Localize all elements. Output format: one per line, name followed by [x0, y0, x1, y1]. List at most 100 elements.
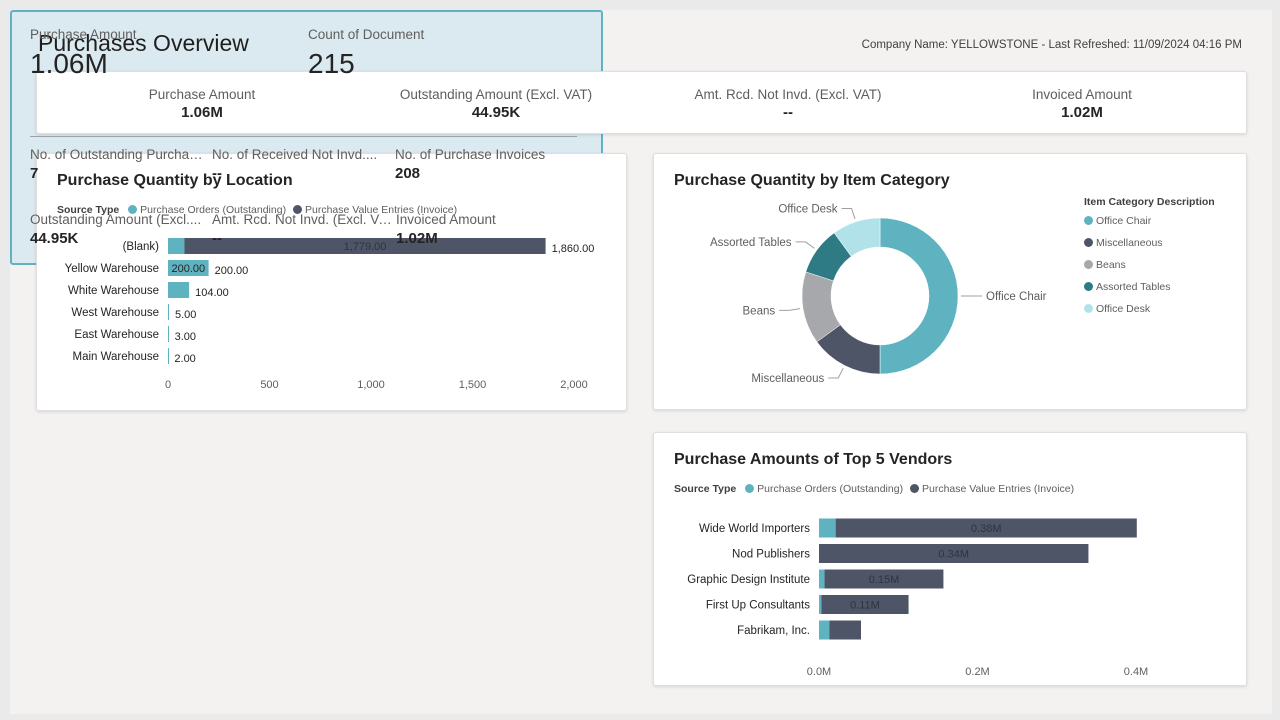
company-info: Company Name: YELLOWSTONE - Last Refresh…: [861, 39, 1242, 51]
x-tick-label: 0.0M: [807, 666, 831, 678]
legend-label: Purchase Orders (Outstanding): [140, 204, 287, 216]
legend-dot: [1084, 282, 1093, 291]
bar-segment: [819, 518, 836, 538]
detail-purchase-amount-label: Purchase Amount: [30, 27, 137, 42]
report-canvas: Purchases Overview Company Name: YELLOWS…: [10, 10, 1272, 714]
detail-count-of-document-value: 215: [308, 48, 355, 79]
detail-count-of-document-label: Count of Document: [308, 27, 425, 42]
bar-segment: [168, 326, 169, 342]
kpi-card[interactable]: Purchase Amount 1.06M Outstanding Amount…: [36, 71, 1247, 134]
legend-label: Office Chair: [1096, 215, 1152, 227]
divider: [30, 136, 577, 137]
legend-title: Source Type: [57, 204, 120, 216]
legend-dot: [1084, 238, 1093, 247]
kpi-value: 1.02M: [1061, 104, 1103, 121]
details-card[interactable]: Purchase Amount 1.06M Count of Document …: [10, 10, 603, 265]
legend-dot: [1084, 304, 1093, 313]
vendor-chart-card[interactable]: Purchase Amounts of Top 5 Vendors Source…: [653, 432, 1247, 686]
bar-label: 0.11M: [850, 600, 880, 612]
leader-line: [841, 208, 856, 220]
bar-segment: [819, 620, 830, 640]
legend-dot: [128, 205, 138, 214]
bar-segment: [829, 620, 862, 640]
kpi-purchase-amount[interactable]: Purchase Amount 1.06M: [77, 87, 327, 121]
legend-item[interactable]: Miscellaneous: [1084, 236, 1215, 258]
category-label: (Blank): [123, 241, 160, 253]
kpi-label: Invoiced Amount: [1032, 87, 1132, 102]
vendor-bar-chart: 0.0M 0.2M 0.4M Wide World Importers 0.38M Nod…: [687, 518, 1148, 678]
detail-amt-rcd-not-invd-value: --: [212, 230, 222, 247]
legend-title: Source Type: [674, 483, 737, 495]
detail-outstanding-purchase-label: No. of Outstanding Purchase...: [30, 147, 208, 162]
bar-segment: [819, 569, 825, 589]
bar-segment: [168, 260, 209, 276]
kpi-label: Purchase Amount: [148, 87, 256, 102]
category-label: Wide World Importers: [699, 523, 810, 535]
detail-purchase-amount-value: 1.06M: [30, 48, 108, 79]
detail-invoiced-amount-value: 1.02M: [396, 230, 438, 247]
category-label: First Up Consultants: [706, 600, 810, 612]
total-label: 200.00: [215, 265, 249, 277]
slice-label: Office Chair: [986, 291, 1047, 303]
total-label: 5.00: [175, 309, 196, 321]
legend-item-invoice[interactable]: Purchase Value Entries (Invoice): [910, 483, 1074, 495]
category-label: Fabrikam, Inc.: [737, 625, 810, 637]
legend-title: Item Category Description: [1084, 196, 1215, 208]
detail-received-not-invd-label: No. of Received Not Invd....: [212, 147, 378, 162]
legend-label: Miscellaneous: [1096, 237, 1163, 249]
donut-slice: [879, 217, 959, 375]
slice-label: Office Desk: [778, 204, 837, 216]
legend-item[interactable]: Office Chair: [1084, 214, 1215, 236]
legend-item[interactable]: Beans: [1084, 258, 1215, 280]
category-donut-chart: Office Chair Miscellaneous Beans Assorted T…: [710, 204, 1047, 385]
bar-label: 0.38M: [971, 523, 1002, 535]
bar-label: 1,779.00: [344, 241, 387, 253]
bar-segment: [824, 569, 944, 589]
location-chart-legend: Source Type Purchase Orders (Outstanding…: [57, 204, 457, 216]
bar-segment: [835, 518, 1137, 538]
slice-label: Beans: [743, 305, 776, 317]
bar-segment: [184, 238, 546, 254]
category-label: East Warehouse: [74, 329, 159, 341]
slice-label: Miscellaneous: [751, 373, 824, 385]
kpi-amt-rcd-not-invd[interactable]: Amt. Rcd. Not Invd. (Excl. VAT) --: [663, 87, 913, 121]
legend-item-outstanding[interactable]: Purchase Orders (Outstanding): [128, 204, 286, 216]
legend-label: Purchase Value Entries (Invoice): [305, 204, 458, 216]
detail-invoiced-amount-label: Invoiced Amount: [396, 212, 496, 227]
detail-received-not-invd-value: --: [212, 165, 222, 182]
detail-outstanding-amount-label: Outstanding Amount (Excl....: [30, 212, 202, 227]
page-title: Purchases Overview: [38, 30, 249, 56]
bar-label: 0.15M: [869, 574, 900, 586]
location-chart-title: Purchase Quantity by Location: [57, 172, 293, 189]
legend-item-invoice[interactable]: Purchase Value Entries (Invoice): [293, 204, 457, 216]
vendor-chart-legend: Source Type Purchase Orders (Outstanding…: [674, 483, 1074, 495]
total-label: 3.00: [175, 331, 196, 343]
legend-item[interactable]: Office Desk: [1084, 302, 1215, 324]
legend-item-outstanding[interactable]: Purchase Orders (Outstanding): [745, 483, 903, 495]
x-tick-label: 1,500: [459, 379, 487, 391]
total-label: 1,860.00: [552, 243, 595, 255]
legend-dot: [745, 484, 755, 493]
category-chart-card[interactable]: Purchase Quantity by Item Category Offic…: [653, 153, 1247, 410]
bar-segment: [168, 348, 169, 364]
legend-label: Assorted Tables: [1096, 281, 1171, 293]
vendor-chart-title: Purchase Amounts of Top 5 Vendors: [674, 451, 953, 468]
detail-amt-rcd-not-invd-label: Amt. Rcd. Not Invd. (Excl. VAT): [212, 212, 392, 227]
legend-label: Office Desk: [1096, 303, 1151, 315]
legend-dot: [910, 484, 919, 493]
kpi-label: Outstanding Amount (Excl. VAT): [399, 87, 593, 102]
bar-segment: [168, 282, 190, 298]
leader-line: [779, 308, 801, 311]
kpi-invoiced-amount[interactable]: Invoiced Amount 1.02M: [957, 87, 1207, 121]
legend-item[interactable]: Assorted Tables: [1084, 280, 1215, 302]
x-tick-label: 500: [260, 379, 278, 391]
category-label: White Warehouse: [68, 285, 159, 297]
kpi-outstanding-amount[interactable]: Outstanding Amount (Excl. VAT) 44.95K: [371, 87, 621, 121]
category-label: Yellow Warehouse: [65, 263, 159, 275]
kpi-value: --: [783, 104, 793, 121]
detail-outstanding-amount-value: 44.95K: [30, 230, 79, 247]
category-label: West Warehouse: [71, 307, 159, 319]
bar-segment: [821, 595, 909, 614]
location-chart-card[interactable]: Purchase Quantity by Location Source Typ…: [36, 153, 627, 411]
category-label: Graphic Design Institute: [687, 574, 810, 586]
